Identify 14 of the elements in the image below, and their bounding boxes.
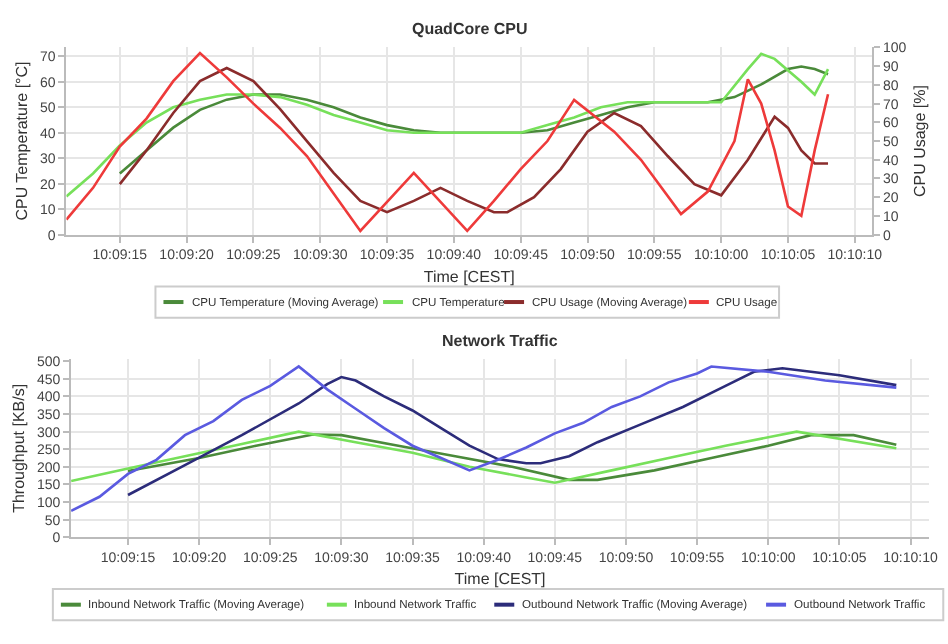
y-axis-title: CPU Temperature [°C] [13,61,32,221]
line-series [66,51,830,233]
x-axis-title: Time [CEST] [454,570,546,589]
chart-title: Network Traffic [442,332,559,350]
y2-axis-title: CPU Usage [%] [910,85,929,198]
chart-title: QuadCore CPU [412,20,529,38]
line-series [71,430,898,484]
y-axis-title: Throughput [KB/s] [10,383,29,513]
line-series [126,433,898,482]
line-series [118,66,830,214]
x-axis-title: Time [CEST] [423,267,515,286]
line-series [66,52,830,198]
line-series [126,366,898,497]
line-series [71,365,898,513]
